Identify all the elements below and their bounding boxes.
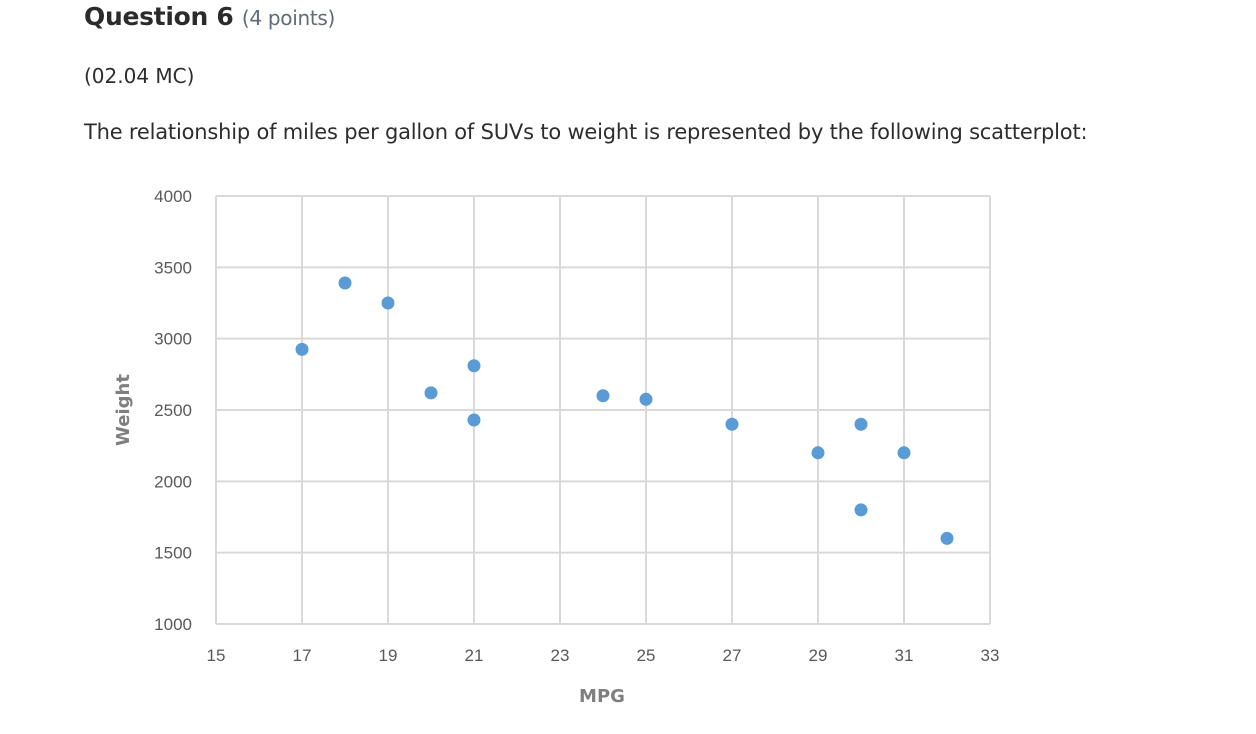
data-point: [854, 503, 868, 517]
data-point: [467, 413, 481, 427]
x-tick-label: 29: [809, 646, 828, 665]
y-tick-label: 3000: [154, 330, 192, 349]
data-point: [725, 417, 739, 431]
question-points: (4 points): [241, 6, 336, 30]
question-code: (02.04 MC): [84, 64, 195, 88]
data-point: [295, 342, 309, 356]
x-tick-label: 23: [551, 646, 570, 665]
data-point: [940, 531, 954, 545]
y-tick-label: 4000: [154, 187, 192, 206]
x-tick-label: 21: [465, 646, 484, 665]
data-point: [424, 386, 438, 400]
y-tick-label: 1500: [154, 544, 192, 563]
x-tick-label: 15: [207, 646, 226, 665]
x-tick-label: 17: [293, 646, 312, 665]
data-point: [854, 417, 868, 431]
y-axis-label: Weight: [113, 374, 134, 446]
y-tick-label: 3500: [154, 258, 192, 277]
data-point: [338, 276, 352, 290]
x-tick-label: 31: [895, 646, 914, 665]
y-tick-label: 2500: [154, 401, 192, 420]
y-tick-label: 1000: [154, 615, 192, 634]
data-point: [381, 296, 395, 310]
x-tick-label: 19: [379, 646, 398, 665]
question-prompt: The relationship of miles per gallon of …: [84, 120, 1088, 144]
x-tick-label: 25: [637, 646, 656, 665]
x-tick-label: 27: [723, 646, 742, 665]
question-title: Question 6 (4 points): [84, 2, 335, 31]
x-axis-label: MPG: [579, 686, 625, 707]
data-point: [467, 359, 481, 373]
data-point: [639, 392, 653, 406]
data-point: [811, 446, 825, 460]
x-tick-label: 33: [981, 646, 1000, 665]
question-number: Question 6: [84, 2, 234, 31]
y-tick-label: 2000: [154, 472, 192, 491]
data-point: [897, 446, 911, 460]
data-point: [596, 389, 610, 403]
